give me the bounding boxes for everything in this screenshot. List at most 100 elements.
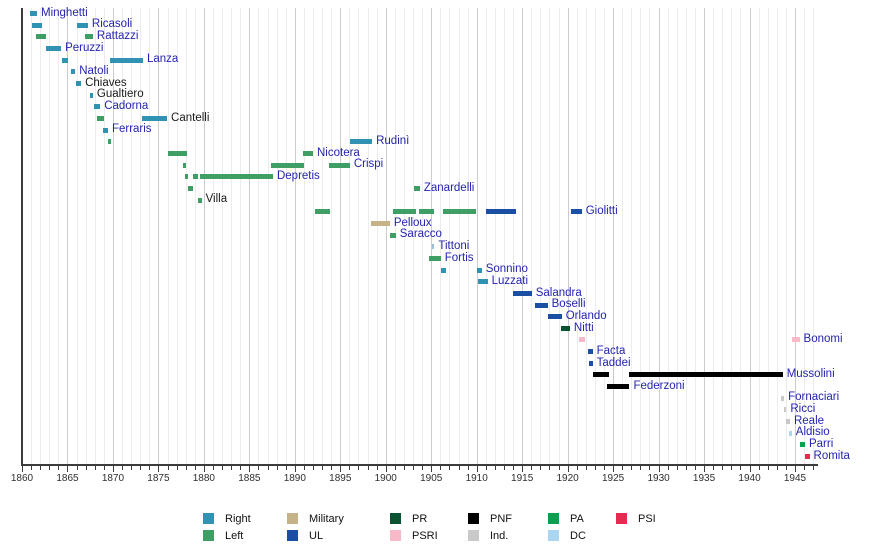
- term-bar: [184, 174, 188, 180]
- minister-label: Romita: [813, 449, 850, 462]
- term-bar: [97, 115, 104, 121]
- term-bar: [349, 139, 373, 145]
- minister-label: Sonnino: [485, 263, 528, 276]
- timeline-plot: 1860 1865 1870 1875 1880 1885 1890 1895 1900 1905…: [10, 7, 850, 484]
- axis-tick-minor: [585, 466, 587, 470]
- axis-tick-minor: [767, 466, 769, 470]
- axis-tick-minor: [240, 466, 242, 470]
- axis-tick-major: [385, 466, 387, 472]
- axis-tick-label: 1875: [147, 473, 170, 484]
- axis-tick-minor: [403, 466, 405, 470]
- axis-tick-label: 1940: [738, 473, 761, 484]
- gridline: [185, 8, 187, 464]
- gridline: [522, 8, 524, 464]
- minister-label: Rattazzi: [96, 30, 139, 43]
- axis-tick-label: 1860: [10, 473, 34, 484]
- term-bar: [102, 127, 108, 133]
- minister-label: Pelloux: [393, 216, 432, 229]
- gridline: [222, 8, 224, 464]
- gridline: [176, 8, 178, 464]
- legend-label-left: Left: [225, 529, 244, 542]
- gridline: [103, 8, 105, 464]
- term-bar: [62, 57, 68, 63]
- term-bar: [270, 162, 304, 168]
- gridline: [485, 8, 487, 464]
- axis-tick-minor: [267, 466, 269, 470]
- gridline: [322, 8, 324, 464]
- term-bar: [534, 302, 548, 308]
- gridline: [476, 8, 478, 464]
- axis-tick-minor: [649, 466, 651, 470]
- gridline: [785, 8, 787, 464]
- x-axis-line: [21, 464, 819, 466]
- axis-tick-minor: [422, 466, 424, 470]
- axis-tick-minor: [303, 466, 305, 470]
- term-bar: [593, 372, 610, 378]
- axis-tick-minor: [694, 466, 696, 470]
- minister-label: Ricasoli: [91, 18, 133, 31]
- axis-tick-minor: [176, 466, 178, 470]
- minister-label: Natoli: [79, 65, 109, 77]
- axis-tick-minor: [331, 466, 333, 470]
- axis-tick-minor: [640, 466, 642, 470]
- gridline: [149, 8, 151, 464]
- axis-tick-minor: [212, 466, 214, 470]
- term-bar: [414, 185, 420, 191]
- gridline: [258, 8, 260, 464]
- minister-label: Ferraris: [111, 123, 152, 136]
- axis-tick-minor: [222, 466, 224, 470]
- gridline: [758, 8, 760, 464]
- axis-tick-major: [704, 466, 706, 472]
- gridline: [140, 8, 142, 464]
- axis-tick-minor: [85, 466, 87, 470]
- gridline: [249, 8, 251, 464]
- axis-tick-label: 1910: [465, 473, 488, 484]
- term-bar: [142, 115, 168, 121]
- minister-label: Cantelli: [171, 111, 210, 124]
- minister-label: Fortis: [444, 251, 474, 264]
- minister-label: Gualtiero: [96, 88, 144, 101]
- gridline: [167, 8, 169, 464]
- axis-tick-label: 1865: [56, 473, 79, 484]
- minister-label: Aldisio: [795, 426, 830, 439]
- axis-tick-minor: [103, 466, 105, 470]
- term-bar: [587, 349, 593, 355]
- minister-label: Crispi: [353, 158, 384, 171]
- legend-swatch-dc: [548, 530, 559, 541]
- term-bar: [570, 209, 582, 215]
- term-bar: [314, 209, 330, 215]
- gridline: [240, 8, 242, 464]
- gridline: [594, 8, 596, 464]
- term-bar: [187, 185, 194, 191]
- gridline: [685, 8, 687, 464]
- gridline: [531, 8, 533, 464]
- gridline: [694, 8, 696, 464]
- minister-label: Nitti: [573, 321, 594, 334]
- minister-label: Ricci: [790, 403, 816, 416]
- axis-tick-minor: [285, 466, 287, 470]
- axis-tick-minor: [322, 466, 324, 470]
- axis-tick-minor: [731, 466, 733, 470]
- gridline: [367, 8, 369, 464]
- term-bar: [785, 419, 790, 425]
- gridline: [403, 8, 405, 464]
- legend-swatch-psi: [616, 513, 627, 524]
- minister-label: Chiaves: [85, 76, 127, 89]
- axis-tick-minor: [167, 466, 169, 470]
- axis-tick-minor: [58, 466, 60, 470]
- axis-tick-label: 1890: [283, 473, 306, 484]
- axis-tick-minor: [367, 466, 369, 470]
- gridline: [776, 8, 778, 464]
- legend-label-psri: PSRI: [412, 529, 438, 542]
- gridline: [122, 8, 124, 464]
- term-bar: [548, 314, 562, 320]
- axis-tick-minor: [494, 466, 496, 470]
- axis-tick-label: 1900: [374, 473, 397, 484]
- minister-label: Parri: [808, 438, 834, 451]
- term-bar: [800, 442, 805, 448]
- term-bar: [579, 337, 585, 343]
- axis-tick-major: [22, 466, 23, 472]
- legend-label-military: Military: [309, 512, 344, 525]
- term-bar: [93, 104, 101, 110]
- gridline: [604, 8, 606, 464]
